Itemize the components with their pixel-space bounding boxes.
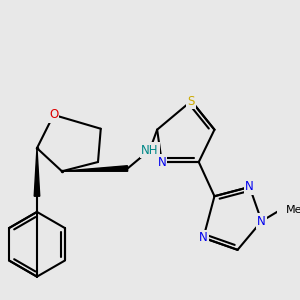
Text: N: N [199,231,208,244]
Text: Me: Me [286,205,300,215]
Text: O: O [49,108,58,122]
Polygon shape [34,148,40,196]
Text: NH: NH [141,143,158,157]
Polygon shape [62,166,128,171]
Text: S: S [188,94,195,107]
Text: N: N [158,155,166,169]
Text: N: N [245,181,254,194]
Text: N: N [257,215,266,228]
